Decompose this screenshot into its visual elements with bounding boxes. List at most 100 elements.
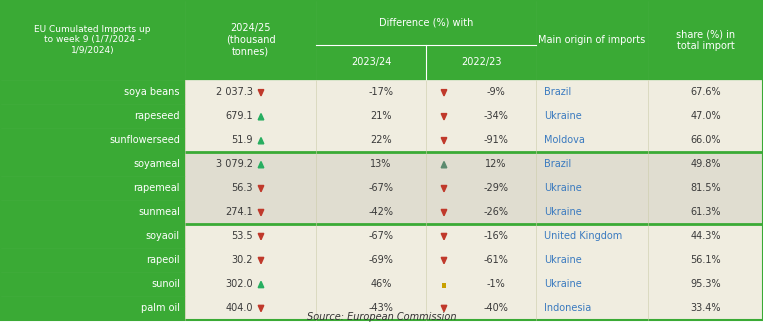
Bar bbox=[648, 0, 763, 80]
Bar bbox=[185, 104, 316, 128]
Polygon shape bbox=[258, 257, 264, 264]
Polygon shape bbox=[258, 138, 264, 144]
Bar bbox=[536, 296, 648, 320]
Text: -61%: -61% bbox=[484, 255, 508, 265]
Text: Brazil: Brazil bbox=[544, 159, 571, 169]
Bar bbox=[316, 0, 536, 45]
Bar bbox=[536, 80, 648, 104]
Text: palm oil: palm oil bbox=[141, 303, 180, 313]
Bar bbox=[648, 248, 763, 272]
Bar bbox=[648, 104, 763, 128]
Text: -69%: -69% bbox=[369, 255, 394, 265]
Polygon shape bbox=[441, 138, 447, 144]
Text: rapeseed: rapeseed bbox=[134, 111, 180, 121]
Text: 53.5: 53.5 bbox=[231, 231, 253, 241]
Text: 81.5%: 81.5% bbox=[691, 183, 721, 193]
Bar bbox=[0, 176, 185, 200]
Text: 12%: 12% bbox=[485, 159, 507, 169]
Text: -67%: -67% bbox=[369, 183, 394, 193]
Polygon shape bbox=[441, 114, 447, 120]
Bar bbox=[536, 128, 648, 152]
Bar bbox=[0, 128, 185, 152]
Bar bbox=[536, 0, 648, 80]
Bar bbox=[185, 200, 316, 224]
Text: 95.3%: 95.3% bbox=[691, 279, 721, 289]
Text: -16%: -16% bbox=[484, 231, 508, 241]
Bar bbox=[316, 296, 426, 320]
Bar bbox=[316, 272, 426, 296]
Bar bbox=[426, 248, 536, 272]
Text: EU Cumulated Imports up
to week 9 (1/7/2024 -
1/9/2024): EU Cumulated Imports up to week 9 (1/7/2… bbox=[34, 25, 151, 55]
Bar bbox=[536, 200, 648, 224]
Bar bbox=[316, 200, 426, 224]
Text: -9%: -9% bbox=[487, 87, 505, 97]
Text: rapeoil: rapeoil bbox=[146, 255, 180, 265]
Bar bbox=[648, 128, 763, 152]
Bar bbox=[185, 248, 316, 272]
Text: Difference (%) with: Difference (%) with bbox=[378, 17, 473, 27]
Polygon shape bbox=[441, 257, 447, 264]
Text: 302.0: 302.0 bbox=[225, 279, 253, 289]
Text: Main origin of imports: Main origin of imports bbox=[539, 35, 645, 45]
Bar bbox=[185, 152, 316, 176]
Bar bbox=[185, 296, 316, 320]
Bar bbox=[0, 152, 185, 176]
Text: Ukraine: Ukraine bbox=[544, 207, 581, 217]
Bar bbox=[185, 128, 316, 152]
Polygon shape bbox=[258, 281, 264, 288]
Bar bbox=[648, 272, 763, 296]
Bar bbox=[426, 80, 536, 104]
Text: 44.3%: 44.3% bbox=[691, 231, 721, 241]
Bar bbox=[0, 200, 185, 224]
Bar bbox=[185, 80, 316, 104]
Text: 274.1: 274.1 bbox=[225, 207, 253, 217]
Bar bbox=[536, 176, 648, 200]
Bar bbox=[426, 272, 536, 296]
Text: Ukraine: Ukraine bbox=[544, 183, 581, 193]
Bar bbox=[426, 224, 536, 248]
Text: Ukraine: Ukraine bbox=[544, 111, 581, 121]
Bar bbox=[316, 248, 426, 272]
Bar bbox=[648, 80, 763, 104]
Polygon shape bbox=[258, 234, 264, 240]
Text: Brazil: Brazil bbox=[544, 87, 571, 97]
Text: share (%) in
total import: share (%) in total import bbox=[676, 29, 735, 51]
Bar bbox=[648, 152, 763, 176]
Text: 33.4%: 33.4% bbox=[691, 303, 721, 313]
Polygon shape bbox=[258, 209, 264, 216]
Text: Ukraine: Ukraine bbox=[544, 255, 581, 265]
Polygon shape bbox=[441, 209, 447, 216]
Bar bbox=[316, 176, 426, 200]
Bar bbox=[648, 224, 763, 248]
Polygon shape bbox=[258, 162, 264, 168]
Bar bbox=[316, 128, 426, 152]
Polygon shape bbox=[258, 114, 264, 120]
Text: -1%: -1% bbox=[487, 279, 505, 289]
Text: 404.0: 404.0 bbox=[226, 303, 253, 313]
Bar bbox=[316, 45, 426, 80]
Bar bbox=[536, 224, 648, 248]
Text: sunoil: sunoil bbox=[151, 279, 180, 289]
Bar bbox=[0, 80, 185, 104]
Text: soya beans: soya beans bbox=[124, 87, 180, 97]
Bar bbox=[185, 0, 316, 80]
Bar bbox=[536, 272, 648, 296]
Text: Indonesia: Indonesia bbox=[544, 303, 591, 313]
Text: 61.3%: 61.3% bbox=[691, 207, 721, 217]
Bar bbox=[0, 0, 185, 80]
Text: Source: European Commission: Source: European Commission bbox=[307, 312, 456, 322]
Text: sunmeal: sunmeal bbox=[138, 207, 180, 217]
Bar bbox=[185, 224, 316, 248]
Bar bbox=[185, 176, 316, 200]
Bar bbox=[0, 296, 185, 320]
Text: 56.1%: 56.1% bbox=[691, 255, 721, 265]
Bar bbox=[316, 224, 426, 248]
Bar bbox=[648, 200, 763, 224]
Bar bbox=[185, 272, 316, 296]
Bar bbox=[0, 104, 185, 128]
Text: -17%: -17% bbox=[369, 87, 394, 97]
Polygon shape bbox=[258, 185, 264, 192]
Bar bbox=[0, 224, 185, 248]
Text: 2 037.3: 2 037.3 bbox=[216, 87, 253, 97]
Bar bbox=[426, 45, 536, 80]
